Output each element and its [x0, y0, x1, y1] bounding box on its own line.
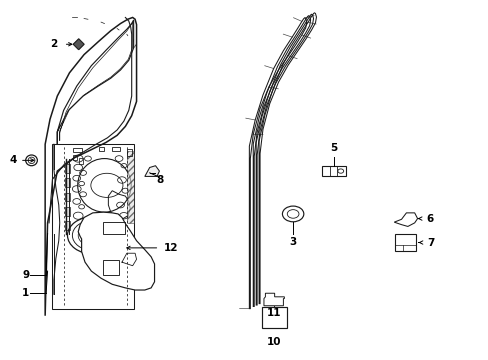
Polygon shape	[126, 152, 133, 223]
Text: 7: 7	[426, 238, 433, 248]
Text: 3: 3	[289, 237, 296, 247]
Text: 4: 4	[10, 156, 17, 165]
Polygon shape	[78, 212, 154, 290]
FancyBboxPatch shape	[64, 221, 70, 230]
Text: 11: 11	[266, 307, 281, 318]
Polygon shape	[73, 39, 84, 50]
Polygon shape	[264, 293, 284, 306]
Polygon shape	[393, 213, 417, 226]
FancyBboxPatch shape	[261, 307, 286, 328]
Ellipse shape	[26, 155, 37, 166]
Text: 5: 5	[330, 143, 337, 153]
Text: 10: 10	[266, 337, 281, 347]
FancyBboxPatch shape	[64, 193, 70, 202]
Circle shape	[282, 206, 303, 222]
FancyBboxPatch shape	[64, 164, 70, 173]
FancyBboxPatch shape	[64, 178, 70, 187]
FancyBboxPatch shape	[64, 207, 70, 216]
Polygon shape	[144, 166, 159, 176]
Text: 6: 6	[426, 213, 433, 224]
Text: 1: 1	[22, 288, 29, 297]
Text: 2: 2	[50, 39, 58, 49]
FancyBboxPatch shape	[394, 234, 415, 251]
Text: 12: 12	[164, 243, 179, 253]
Text: 9: 9	[22, 270, 29, 280]
Text: 8: 8	[156, 175, 163, 185]
FancyBboxPatch shape	[322, 166, 345, 176]
